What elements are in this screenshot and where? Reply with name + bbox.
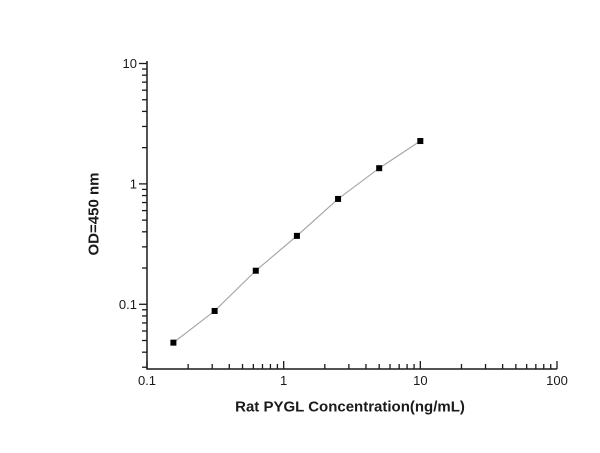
x-axis-tick-label: 0.1 xyxy=(138,373,156,388)
y-axis-tick-label: 0.1 xyxy=(119,297,137,312)
x-axis-tick-label: 100 xyxy=(546,373,568,388)
x-axis-tick-label: 10 xyxy=(413,373,427,388)
plot-area: 0.1 1 10 100 0.1 1 10 xyxy=(119,56,568,388)
data-point-marker xyxy=(252,267,259,274)
x-axis-tick-label: 1 xyxy=(280,373,287,388)
elisa-standard-curve-figure: 0.1 1 10 100 0.1 1 10 OD=450 nm Rat PYGL Conce… xyxy=(40,16,600,437)
curve-line xyxy=(173,140,421,344)
y-axis-tick-label: 10 xyxy=(123,56,137,71)
data-point-marker xyxy=(211,307,218,314)
data-point-marker xyxy=(417,138,424,145)
x-axis-title: Rat PYGL Concentration(ng/mL) xyxy=(235,398,465,416)
y-axis-tick-label: 1 xyxy=(130,176,137,191)
axis-spines xyxy=(146,61,557,370)
data-point-marker xyxy=(170,339,177,346)
y-axis-title: OD=450 nm xyxy=(85,172,103,256)
data-point-marker xyxy=(376,165,383,172)
data-point-marker xyxy=(335,195,342,202)
data-point-marker xyxy=(293,232,300,239)
